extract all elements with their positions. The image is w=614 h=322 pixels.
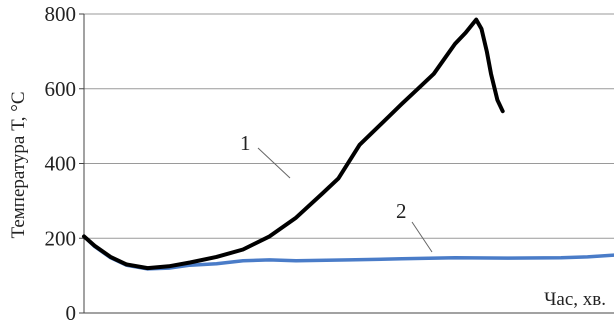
- y-tick-label: 400: [45, 152, 77, 176]
- y-tick-label: 200: [45, 226, 77, 250]
- x-axis-label: Час, хв.: [544, 289, 606, 310]
- series-2-label: 2: [396, 199, 407, 223]
- y-ticks: 0 200 400 600 800: [45, 2, 84, 322]
- y-tick-label: 0: [66, 301, 77, 322]
- y-tick-label: 800: [45, 2, 77, 26]
- series-1-line: [82, 17, 505, 271]
- series-1-label: 1: [240, 131, 251, 155]
- leader-line-2: [411, 221, 433, 253]
- y-tick-label: 600: [45, 77, 77, 101]
- y-axis-label: Температура Т, °С: [8, 91, 29, 238]
- series-group: [82, 17, 614, 271]
- series-2-line: [82, 234, 614, 271]
- grid: [84, 13, 614, 239]
- leader-line-1: [257, 147, 291, 179]
